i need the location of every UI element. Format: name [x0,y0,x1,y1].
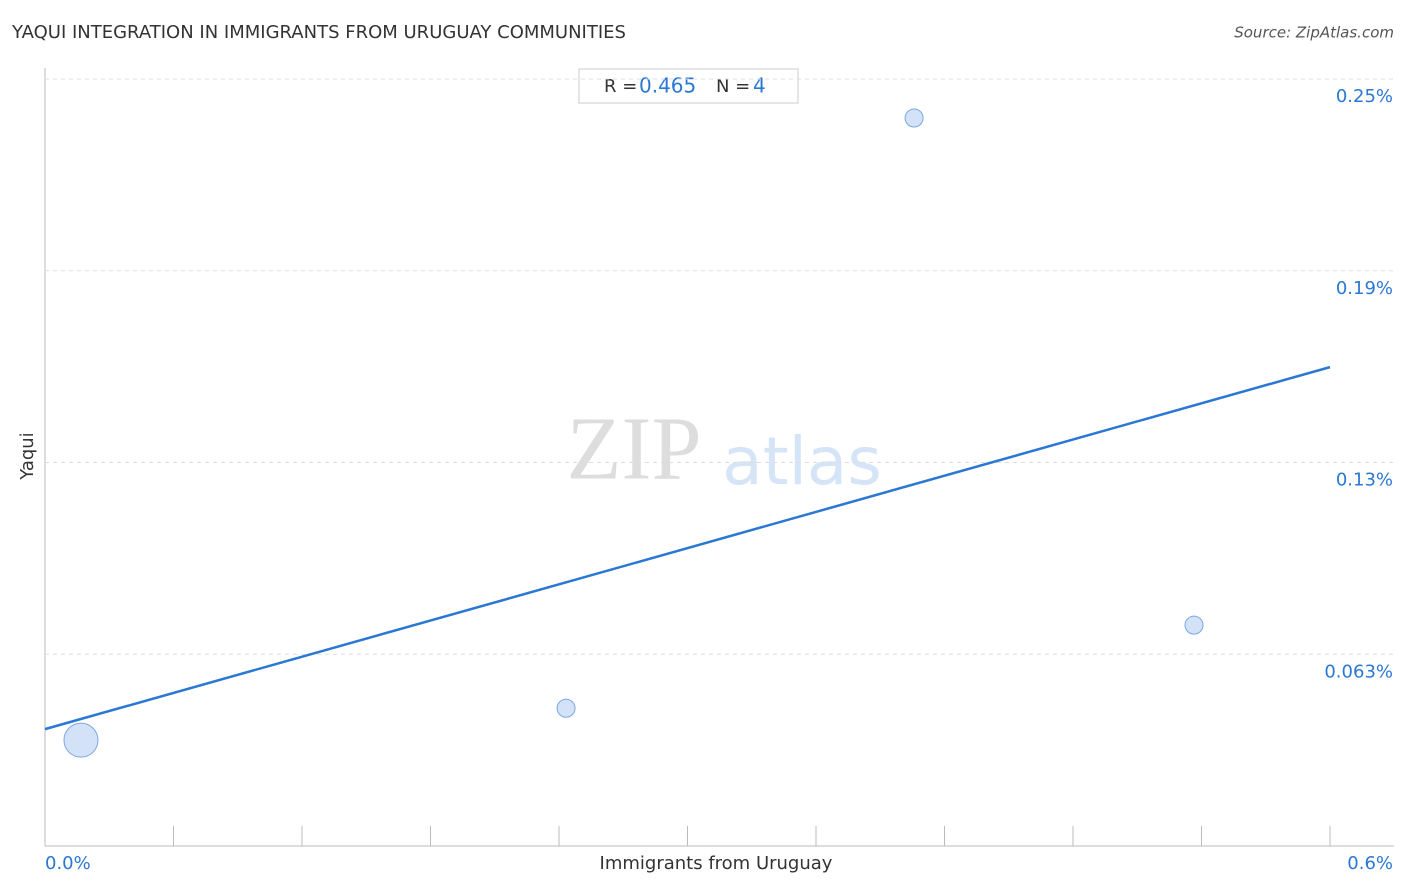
data-point [556,698,576,718]
data-point [904,108,924,128]
watermark: ZIP [567,400,702,499]
r-value: 0.465 [639,74,696,98]
r-label: R = [604,76,637,97]
watermark: atlas [722,423,882,500]
x-tick-label: 0.6% [1347,853,1393,874]
y-axis-label: Yaqui [17,432,38,480]
trend-line [44,365,1331,731]
y-tick-label: 0.19% [1336,278,1393,299]
chart-title: YAQUI INTEGRATION IN IMMIGRANTS FROM URU… [11,22,626,43]
y-tick-label: 0.063% [1324,661,1393,682]
y-tick-label: 0.25% [1336,86,1393,107]
data-point [1184,615,1204,635]
x-tick-label: 0.0% [45,853,91,874]
source: Source: ZipAtlas.com [1234,24,1394,42]
stats-box [578,68,799,104]
data-point [63,722,99,758]
n-value: 4 [753,74,766,98]
x-axis-label: Immigrants from Uruguay [600,853,833,874]
n-label: N = [716,76,750,97]
y-tick-label: 0.13% [1336,470,1393,491]
